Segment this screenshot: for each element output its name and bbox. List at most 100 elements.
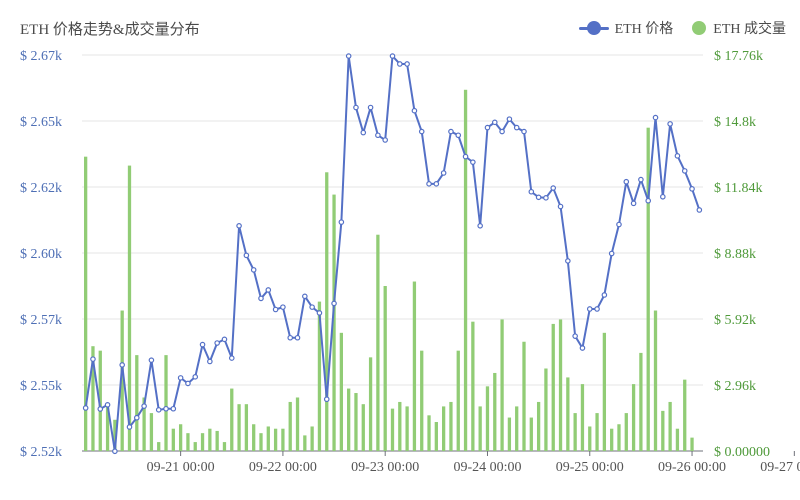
price-point [90, 356, 96, 362]
price-point [316, 310, 323, 316]
price-point [294, 334, 301, 341]
volume-bar [120, 310, 124, 451]
legend-item-volume[interactable]: ETH 成交量 [691, 18, 786, 38]
price-point [579, 345, 586, 351]
volume-bar [281, 428, 285, 451]
volume-bar [105, 406, 110, 451]
price-point [272, 306, 279, 313]
volume-bar [135, 355, 139, 451]
y-left-tick-label: $ 2.62k [20, 181, 62, 196]
price-point [557, 203, 564, 210]
price-point [521, 128, 527, 135]
volume-bar [149, 413, 154, 451]
legend: ETH 价格 ETH 成交量 [578, 18, 786, 38]
y-left-tick-label: $ 2.52k [20, 445, 62, 460]
volume-bar [157, 442, 161, 451]
legend-line-circle-icon [578, 21, 609, 35]
price-point [214, 340, 220, 346]
volume-bar [368, 357, 373, 451]
volume-bar [310, 426, 314, 451]
volume-bar [295, 397, 300, 451]
volume-bar [91, 346, 95, 451]
volume-bar [485, 386, 490, 451]
price-point [367, 104, 374, 111]
volume-bar [420, 350, 424, 451]
volume-bar [405, 406, 409, 451]
price-point [616, 221, 622, 228]
price-point [389, 53, 396, 59]
price-point [535, 194, 542, 201]
price-point [491, 119, 498, 126]
price-point [608, 250, 615, 257]
volume-bar [631, 384, 636, 451]
volume-bar [200, 433, 205, 451]
price-point [681, 168, 688, 174]
volume-bar [602, 332, 607, 451]
legend-item-price[interactable]: ETH 价格 [578, 18, 673, 38]
price-point [155, 407, 162, 413]
price-point [236, 223, 242, 229]
price-point [382, 137, 388, 143]
volume-bar [668, 401, 672, 451]
volume-bar [325, 172, 329, 451]
price-point [455, 132, 462, 139]
volume-bar [653, 310, 658, 451]
volume-bar [551, 323, 555, 451]
price-point [652, 114, 659, 121]
price-point [660, 193, 666, 200]
volume-bar [84, 156, 88, 452]
volume-bar [361, 404, 365, 451]
volume-bar [610, 428, 614, 451]
volume-bar [127, 165, 132, 451]
price-point [484, 124, 491, 131]
price-point [228, 355, 235, 361]
volume-bar [113, 419, 117, 451]
price-point [499, 128, 505, 135]
price-point [667, 121, 673, 127]
price-point [148, 357, 155, 363]
volume-bar [186, 433, 190, 451]
price-point [462, 153, 469, 160]
volume-bar [624, 413, 628, 451]
volume-bar [390, 408, 395, 451]
y-left-tick-label: $ 2.60k [20, 247, 62, 262]
volume-bar [230, 388, 234, 451]
x-tick-label: 09-27 00:00 [760, 460, 800, 475]
price-point [696, 207, 703, 213]
price-point [170, 405, 177, 412]
y-right-tick-label: $ 5.92k [714, 313, 756, 328]
price-point [470, 159, 476, 165]
volume-bar [500, 319, 504, 451]
volume-bar [178, 424, 183, 451]
volume-bar [507, 417, 512, 451]
volume-bar [558, 319, 563, 451]
volume-bar [237, 404, 241, 451]
price-point [418, 128, 425, 135]
price-point [601, 292, 608, 298]
volume-bar [273, 428, 278, 451]
volume-bar [193, 442, 197, 451]
volume-bar [456, 350, 460, 451]
volume-bar [478, 406, 482, 451]
price-point [185, 380, 191, 387]
volume-bar [208, 428, 212, 451]
volume-bar [347, 388, 351, 451]
price-point [448, 128, 454, 135]
x-tick-label: 09-25 00:00 [556, 460, 624, 475]
volume-bar [493, 372, 497, 451]
volume-bar [573, 413, 577, 451]
price-point [302, 293, 308, 300]
price-point [565, 258, 571, 264]
volume-bar [683, 379, 687, 451]
volume-bar [259, 433, 263, 451]
y-left-tick-label: $ 2.67k [20, 49, 62, 64]
volume-bar [515, 406, 519, 451]
volume-bar [164, 355, 168, 451]
volume-bar [339, 332, 344, 451]
price-point [360, 129, 367, 136]
volume-bar [617, 424, 621, 451]
volume-bar [317, 301, 322, 451]
price-point [586, 306, 593, 312]
price-series-line [84, 55, 701, 453]
volume-bar [383, 286, 387, 451]
